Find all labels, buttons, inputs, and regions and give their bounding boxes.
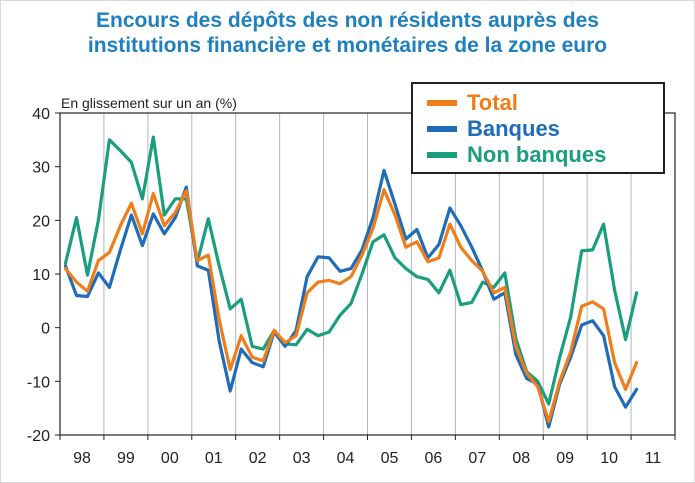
x-tick-label: 08 [512, 450, 530, 467]
y-axis-label: En glissement sur un an (%) [61, 95, 237, 111]
x-tick-label: 05 [381, 450, 399, 467]
legend-swatch-total [427, 100, 457, 106]
x-tick-label: 03 [293, 450, 311, 467]
y-tick-label: 0 [41, 321, 50, 338]
chart-title-line-1: Encours des dépôts des non résidents aup… [96, 9, 599, 32]
x-tick-label: 98 [73, 450, 91, 467]
x-tick-label: 01 [205, 450, 223, 467]
legend-swatch-non-banques [427, 152, 457, 158]
chart-title-line-2: institutions financière et monétaires de… [87, 34, 608, 57]
legend-label-total: Total [467, 90, 518, 115]
y-tick-label: 10 [32, 267, 50, 284]
legend-swatch-banques [427, 126, 457, 132]
legend-label-banques: Banques [467, 116, 560, 141]
x-tick-label: 10 [600, 450, 618, 467]
x-tick-label: 04 [337, 450, 355, 467]
x-tick-label: 99 [117, 450, 135, 467]
y-tick-label: 40 [32, 106, 50, 123]
x-tick-label: 00 [161, 450, 179, 467]
x-tick-label: 09 [556, 450, 574, 467]
y-tick-label: -20 [27, 428, 50, 445]
x-tick-label: 02 [249, 450, 267, 467]
y-tick-label: -10 [27, 374, 50, 391]
legend-label-non-banques: Non banques [467, 142, 607, 167]
series-line-non-banques [63, 135, 639, 406]
chart-title: Encours des dépôts des non résidents aup… [0, 8, 695, 58]
legend: Total Banques Non banques [411, 82, 665, 174]
series-line-total [63, 188, 639, 424]
y-tick-label: 30 [32, 160, 50, 177]
y-tick-label: 20 [32, 213, 50, 230]
x-tick-label: 11 [645, 450, 662, 467]
x-tick-label: 06 [424, 450, 442, 467]
x-tick-label: 07 [468, 450, 486, 467]
